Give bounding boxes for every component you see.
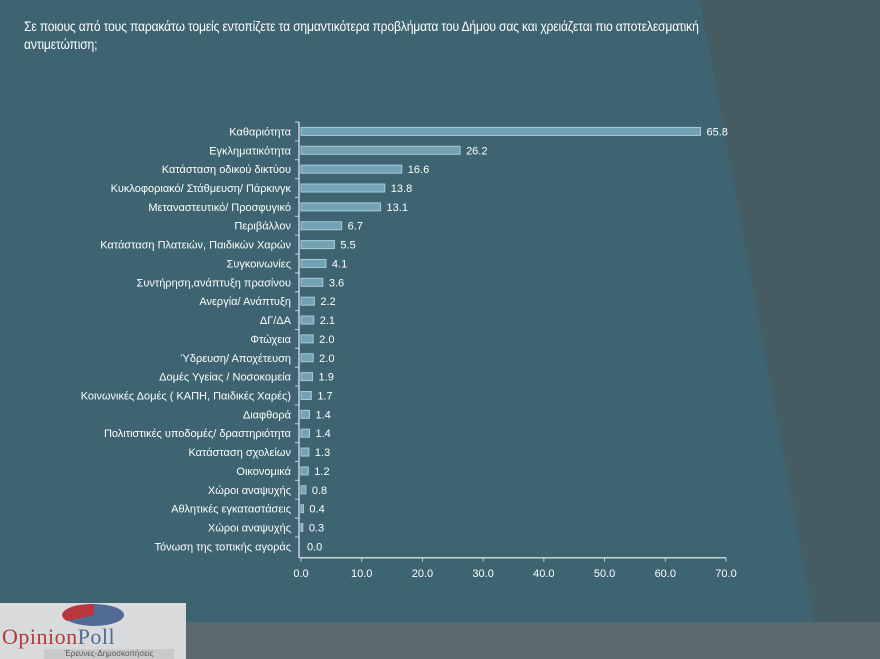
category-label: Οικονομικά [236,466,291,478]
x-tick-label: 0.0 [293,568,308,580]
bar [300,428,310,438]
category-label: Ανεργία/ Ανάπτυξη [199,296,291,308]
category-label: Περιβάλλον [234,221,291,233]
bar [300,409,310,419]
x-tick-label: 10.0 [351,568,372,580]
value-label: 2.0 [319,334,334,346]
value-label: 5.5 [340,240,355,252]
value-label: 1.4 [316,409,331,421]
value-label: 1.3 [315,447,330,459]
bar [300,485,307,495]
category-label: Συγκοινωνίες [227,258,291,270]
bar [300,277,324,287]
logo-tagline: Έρευνες-Δημοσκοπήσεις [44,649,174,659]
bar [300,221,343,231]
x-tick-label: 20.0 [412,568,433,580]
logo-wordmark: OpinionPoll [2,624,116,649]
category-label: Κατάσταση οδικού δικτύου [162,164,291,176]
category-label: Κατάσταση σχολείων [188,447,291,459]
value-label: 0.3 [309,522,324,534]
category-label: Κυκλοφοριακό/ Στάθμευση/ Πάρκινγκ [111,183,292,195]
value-label: 6.7 [348,221,363,233]
opinion-poll-logo: OpinionPoll Έρευνες-Δημοσκοπήσεις [0,603,186,659]
value-label: 65.8 [707,126,728,138]
value-label: 0.0 [307,541,322,553]
category-label: Κοινωνικές Δομές ( ΚΑΠΗ, Παιδικές Χαρές) [81,390,291,402]
value-label: 13.8 [391,183,412,195]
value-label: 1.4 [316,428,331,440]
bar [300,164,403,174]
x-tick-label: 70.0 [715,568,736,580]
value-label: 0.8 [312,485,327,497]
bar [300,353,314,363]
bar [300,126,701,136]
category-label: Δομές Υγείας / Νοσοκομεία [159,372,291,384]
bar [300,315,315,325]
category-label: Πολιτιστικές υποδομές/ δραστηριότητα [104,428,292,440]
category-label: Καθαριότητα [229,126,291,138]
value-label: 4.1 [332,258,347,270]
category-label: Τόνωση της τοπικής αγοράς [154,541,291,553]
bar [300,372,314,382]
category-label: Εγκληματικότητα [209,145,291,157]
value-label: 3.6 [329,277,344,289]
bar [300,183,386,193]
category-label: Μεταναστευτικό/ Προσφυγικό [148,202,291,214]
category-label: Αθλητικές εγκαταστάσεις [171,504,291,516]
bar [300,522,304,532]
bar [300,466,309,476]
category-label: Χώροι αναψυχής [208,522,291,534]
value-label: 26.2 [466,145,487,157]
value-label: 1.9 [319,372,334,384]
chart-title: Σε ποιους από τους παρακάτω τομείς εντοπ… [24,19,699,52]
bar [300,296,315,306]
bar [300,145,461,155]
value-label: 1.2 [314,466,329,478]
value-label: 13.1 [387,202,408,214]
bar [300,390,312,400]
category-label: Χώροι αναψυχής [208,485,291,497]
bar [300,240,335,250]
value-label: 2.2 [320,296,335,308]
bar [300,334,314,344]
x-tick-label: 60.0 [655,568,676,580]
value-label: 2.1 [320,315,335,327]
category-label: Ύδρευση/ Αποχέτευση [180,353,291,365]
category-label: Συντήρηση,ανάπτυξη πρασίνου [137,277,291,289]
value-label: 2.0 [319,353,334,365]
x-tick-label: 40.0 [533,568,554,580]
category-label: Φτώχεια [250,334,291,346]
bar [300,258,327,268]
value-label: 1.7 [317,390,332,402]
value-label: 16.6 [408,164,429,176]
x-tick-label: 50.0 [594,568,615,580]
bar [300,447,310,457]
pie-logo-icon [62,603,124,626]
bar [300,202,382,212]
category-label: Διαφθορά [243,409,292,421]
value-label: 0.4 [309,504,324,516]
category-label: Κατάσταση Πλατειών, Παιδικών Χαρών [100,240,291,252]
x-tick-label: 30.0 [472,568,493,580]
category-label: ΔΓ/ΔΑ [260,315,292,327]
bar [300,504,304,514]
